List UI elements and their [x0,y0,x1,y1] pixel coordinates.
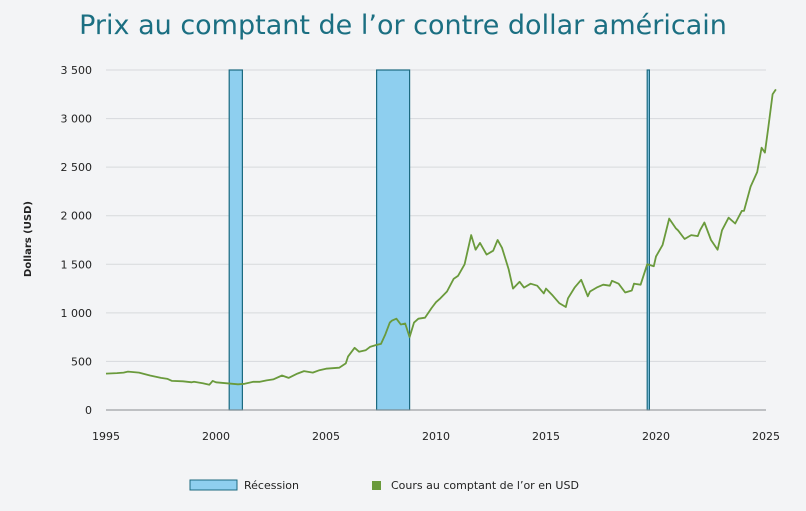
recession-bands [228,69,651,411]
gold-price-line [105,88,777,386]
x-tick-labels: 1995 2000 2005 2010 2015 2020 2025 [92,430,780,443]
legend-recession-label: Récession [244,479,299,492]
x-tick-label: 1995 [92,430,120,443]
x-tick-label: 2000 [202,430,230,443]
y-tick-label: 1 000 [61,307,93,320]
legend: Récession Cours au comptant de l’or en U… [189,479,579,492]
y-tick-label: 3 000 [61,113,93,126]
grid-lines [106,69,766,362]
x-tick-label: 2005 [312,430,340,443]
recession-band [646,69,651,411]
recession-band [376,69,411,411]
y-axis-label: Dollars (USD) [23,201,34,277]
recession-band [228,69,243,411]
series-layer [105,88,777,386]
legend-gold-swatch [372,481,381,490]
x-tick-label: 2025 [752,430,780,443]
y-tick-label: 0 [85,404,92,417]
legend-gold-label: Cours au comptant de l’or en USD [391,479,579,492]
y-tick-labels: 0 500 1 000 1 500 2 000 2 500 3 000 3 500 [61,64,93,417]
y-tick-label: 3 500 [61,64,93,77]
x-tick-label: 2015 [532,430,560,443]
legend-recession-swatch [189,479,238,491]
x-tick-label: 2010 [422,430,450,443]
y-tick-label: 500 [71,355,92,368]
y-tick-label: 1 500 [61,258,93,271]
x-tick-label: 2020 [642,430,670,443]
chart-title: Prix au comptant de l’or contre dollar a… [79,10,727,41]
y-tick-label: 2 500 [61,161,93,174]
y-tick-label: 2 000 [61,210,93,223]
